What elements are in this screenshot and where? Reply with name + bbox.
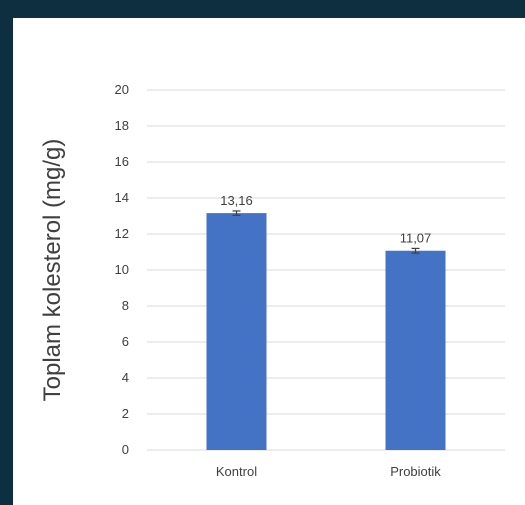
y-tick-label: 18 <box>115 118 129 133</box>
y-tick-label: 20 <box>115 82 129 97</box>
y-tick-label: 8 <box>122 298 129 313</box>
y-axis-label: Toplam kolesterol (mg/g) <box>39 139 66 402</box>
y-tick-label: 2 <box>122 406 129 421</box>
bar-probiotik <box>385 250 446 450</box>
x-tick-label: Probiotik <box>390 464 441 479</box>
y-tick-label: 0 <box>122 442 129 457</box>
error-bar-kontrol <box>232 210 241 216</box>
bar-kontrol <box>206 213 267 450</box>
y-tick-label: 16 <box>115 154 129 169</box>
bars <box>206 213 446 450</box>
x-tick-label: Kontrol <box>216 464 257 479</box>
bar-chart: 0 2 4 6 8 10 12 14 16 18 20 13,16 11,07 Kontrol Prob… <box>39 82 505 479</box>
y-tick-label: 10 <box>115 262 129 277</box>
data-label: 13,16 <box>220 193 253 208</box>
y-tick-label: 6 <box>122 334 129 349</box>
chart-frame: 0 2 4 6 8 10 12 14 16 18 20 13,16 11,07 Kontrol Prob… <box>13 18 525 505</box>
error-bars <box>232 210 420 254</box>
gridlines <box>147 89 505 451</box>
x-axis-ticks: Kontrol Probiotik <box>216 464 441 479</box>
data-label: 11,07 <box>400 230 432 245</box>
y-tick-label: 14 <box>115 190 129 205</box>
error-bar-probiotik <box>411 247 420 254</box>
y-tick-label: 4 <box>122 370 129 385</box>
y-tick-label: 12 <box>115 226 129 241</box>
data-labels: 13,16 11,07 <box>220 193 431 245</box>
y-axis-ticks: 0 2 4 6 8 10 12 14 16 18 20 <box>115 82 129 457</box>
